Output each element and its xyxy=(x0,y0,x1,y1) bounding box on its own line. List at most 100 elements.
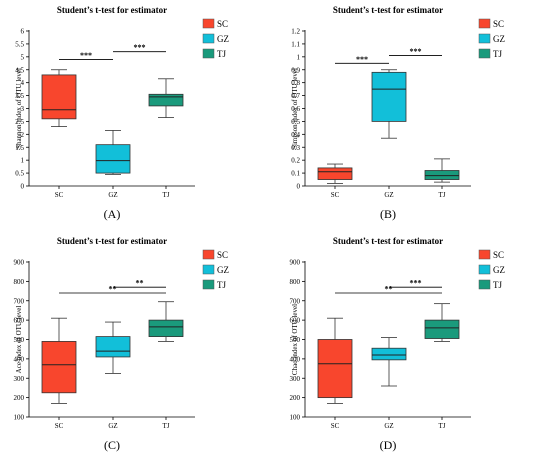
panel-b: Student’s t-test for estimator Simpson in… xyxy=(291,5,505,221)
chart-title: Student’s t-test for estimator xyxy=(333,5,443,15)
legend-label-sc: SC xyxy=(493,250,504,260)
y-axis-label: Chao index of OTU level xyxy=(291,304,299,375)
significance-label: ** xyxy=(136,279,144,288)
legend-label-gz: GZ xyxy=(217,265,229,275)
y-axis-label: Simpson index of OTU level xyxy=(291,68,299,149)
y-axis-label: Ace index of OTU level xyxy=(15,306,23,374)
y-tick-label: 100 xyxy=(14,414,25,422)
box-iqr xyxy=(95,144,131,174)
x-tick-label: TJ xyxy=(163,191,170,199)
box-iqr xyxy=(148,319,184,337)
box-iqr xyxy=(317,339,353,399)
y-tick-label: 0.8 xyxy=(291,79,300,87)
y-tick-label: 100 xyxy=(290,414,301,422)
box-iqr xyxy=(317,167,353,180)
panel-c: Student’s t-test for estimator Ace index … xyxy=(14,236,230,452)
box-sc xyxy=(41,69,77,127)
x-tick-label: TJ xyxy=(439,422,446,430)
box-iqr xyxy=(371,347,407,361)
box-tj xyxy=(424,303,460,342)
panel-a: Student’s t-test for estimator Shannon in… xyxy=(15,5,229,221)
x-tick-label: GZ xyxy=(384,191,393,199)
box-tj xyxy=(148,78,184,118)
significance-label: ** xyxy=(385,285,393,294)
box-iqr xyxy=(424,170,460,180)
chart-title: Student’s t-test for estimator xyxy=(57,236,167,246)
panel-caption: (D) xyxy=(380,438,397,452)
legend-label-gz: GZ xyxy=(493,34,505,44)
y-tick-label: 0.5 xyxy=(291,118,300,126)
box-iqr xyxy=(95,336,131,358)
legend-swatch-gz xyxy=(478,33,491,44)
box-gz xyxy=(371,69,407,139)
y-tick-label: 800 xyxy=(14,278,25,286)
y-tick-label: 400 xyxy=(14,355,25,363)
legend-swatch-gz xyxy=(202,33,215,44)
legend-swatch-tj xyxy=(478,48,491,59)
legend-label-tj: TJ xyxy=(217,280,226,290)
y-tick-label: 0.6 xyxy=(291,105,300,113)
box-gz xyxy=(95,321,131,374)
y-tick-label: 2.5 xyxy=(15,118,24,126)
legend-label-gz: GZ xyxy=(493,265,505,275)
significance-label: ** xyxy=(109,285,117,294)
significance-label: *** xyxy=(134,43,146,52)
chart-title: Student’s t-test for estimator xyxy=(333,236,443,246)
significance-label: *** xyxy=(410,279,422,288)
x-tick-label: TJ xyxy=(163,422,170,430)
significance-label: *** xyxy=(80,51,92,60)
legend-swatch-tj xyxy=(202,48,215,59)
chart-title: Student’s t-test for estimator xyxy=(57,5,167,15)
box-tj xyxy=(424,158,460,183)
y-tick-label: 4 xyxy=(21,79,25,87)
y-tick-label: 5.5 xyxy=(15,40,24,48)
y-tick-label: 700 xyxy=(290,297,301,305)
x-tick-label: GZ xyxy=(108,191,117,199)
y-tick-label: 400 xyxy=(290,355,301,363)
y-tick-label: 0.5 xyxy=(15,170,24,178)
y-tick-label: 200 xyxy=(14,394,25,402)
legend-label-gz: GZ xyxy=(217,34,229,44)
y-tick-label: 0.9 xyxy=(291,66,300,74)
x-tick-label: SC xyxy=(331,422,340,430)
y-tick-label: 600 xyxy=(14,317,25,325)
panel-caption: (B) xyxy=(380,207,396,221)
legend-label-sc: SC xyxy=(493,19,504,29)
y-tick-label: 6 xyxy=(21,28,25,36)
legend-swatch-tj xyxy=(478,279,491,290)
y-tick-label: 0.1 xyxy=(291,170,300,178)
box-iqr xyxy=(41,341,77,394)
y-tick-label: 2 xyxy=(21,131,25,139)
y-tick-label: 900 xyxy=(14,259,25,267)
x-tick-label: GZ xyxy=(108,422,117,430)
y-tick-label: 500 xyxy=(290,336,301,344)
legend-label-sc: SC xyxy=(217,19,228,29)
x-tick-label: GZ xyxy=(384,422,393,430)
box-iqr xyxy=(41,74,77,120)
y-tick-label: 0.4 xyxy=(291,131,300,139)
y-axis-label: Shannon index of OTU level xyxy=(15,68,23,149)
legend-label-sc: SC xyxy=(217,250,228,260)
box-iqr xyxy=(424,319,460,339)
y-tick-label: 3 xyxy=(21,105,25,113)
y-tick-label: 500 xyxy=(14,336,25,344)
x-tick-label: TJ xyxy=(439,191,446,199)
y-tick-label: 1.5 xyxy=(15,144,24,152)
y-tick-label: 1 xyxy=(21,157,25,165)
x-tick-label: SC xyxy=(55,191,64,199)
y-tick-label: 200 xyxy=(290,394,301,402)
y-tick-label: 300 xyxy=(290,375,301,383)
legend-swatch-tj xyxy=(202,279,215,290)
legend-label-tj: TJ xyxy=(493,280,502,290)
box-gz xyxy=(371,337,407,387)
y-tick-label: 0.7 xyxy=(291,92,300,100)
box-gz xyxy=(95,130,131,175)
box-sc xyxy=(41,317,77,404)
significance-label: *** xyxy=(410,47,422,56)
box-iqr xyxy=(371,71,407,122)
significance-label: *** xyxy=(356,55,368,64)
y-tick-label: 0.2 xyxy=(291,157,300,165)
legend-swatch-gz xyxy=(202,264,215,275)
legend-label-tj: TJ xyxy=(493,49,502,59)
